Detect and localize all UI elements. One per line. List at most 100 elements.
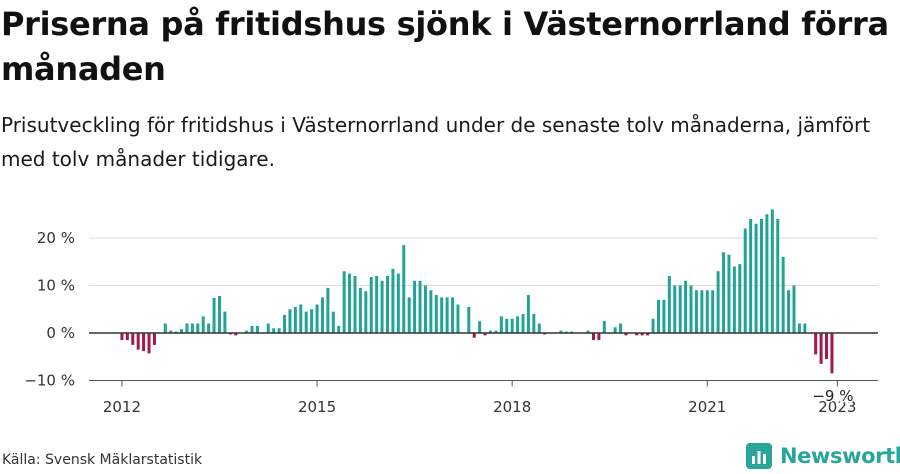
y-axis-labels: −10 % 0 % 10 % 20 % <box>24 229 75 390</box>
bar <box>369 276 373 333</box>
bar <box>722 252 726 333</box>
bar <box>684 280 688 333</box>
bar <box>131 333 135 345</box>
bar <box>342 271 346 333</box>
bar <box>738 264 742 333</box>
bar <box>451 297 455 333</box>
bar <box>396 273 400 333</box>
bar <box>180 329 184 333</box>
bar <box>136 333 140 350</box>
x-tick-label: 2015 <box>298 398 336 416</box>
bar <box>266 323 270 333</box>
bar <box>163 323 167 333</box>
bar <box>765 214 769 333</box>
bar <box>526 295 530 333</box>
bar <box>320 297 324 333</box>
bar <box>494 330 498 333</box>
bar <box>418 280 422 333</box>
x-tick-label: 2023 <box>818 398 856 416</box>
x-axis-labels: 2012 2015 2018 2021 2023 <box>103 380 856 416</box>
y-tick-label: 10 % <box>37 277 75 295</box>
bar <box>532 314 536 333</box>
bar <box>776 219 780 333</box>
bar <box>413 280 417 333</box>
bar <box>488 330 492 333</box>
bar <box>445 297 449 333</box>
bar <box>591 333 595 341</box>
bar <box>483 333 487 336</box>
gridlines <box>89 237 878 381</box>
bar <box>700 290 704 333</box>
bar <box>559 330 563 333</box>
y-tick-label: 0 % <box>46 324 75 342</box>
bar <box>472 333 476 338</box>
bar <box>662 299 666 333</box>
bar <box>727 254 731 333</box>
bar <box>797 323 801 333</box>
bar <box>830 333 834 374</box>
bar <box>125 333 129 341</box>
bar <box>250 325 254 333</box>
newsworthy-logo-icon <box>746 443 772 469</box>
bar <box>613 327 617 333</box>
brand-logo[interactable]: Newsworthy <box>746 440 900 472</box>
bar <box>803 323 807 333</box>
chart-subtitle: Prisutveckling för fritidshus i Västerno… <box>1 113 871 171</box>
bar <box>716 271 720 333</box>
bar <box>624 333 628 336</box>
bar <box>651 318 655 333</box>
bar <box>402 245 406 333</box>
bar <box>169 330 173 333</box>
y-tick-label: −10 % <box>24 372 75 390</box>
bar <box>201 316 205 333</box>
bar <box>499 316 503 333</box>
bar <box>142 333 146 352</box>
bar <box>293 306 297 333</box>
bar <box>434 295 438 333</box>
bar <box>147 333 151 354</box>
bar <box>510 318 514 333</box>
bar <box>781 257 785 333</box>
bar <box>429 290 433 333</box>
bar <box>288 309 292 333</box>
bars <box>120 209 834 374</box>
bar <box>825 333 829 360</box>
bar <box>694 290 698 333</box>
annotations: −9 % <box>811 386 855 407</box>
bar <box>217 295 221 333</box>
bar <box>440 297 444 333</box>
bar <box>364 291 368 333</box>
x-tick-label: 2018 <box>493 398 531 416</box>
bar <box>120 333 124 341</box>
bar <box>283 314 287 333</box>
y-tick-label: 20 % <box>37 229 75 247</box>
bar <box>602 321 606 333</box>
bar <box>299 304 303 333</box>
bar <box>749 219 753 333</box>
bar <box>353 276 357 333</box>
bar <box>456 304 460 333</box>
bar <box>689 285 693 333</box>
bar <box>516 316 520 333</box>
bar <box>190 323 194 333</box>
bar <box>743 228 747 333</box>
chart-title: Priserna på fritidshus sjönk i Västernor… <box>1 5 889 88</box>
bar <box>234 333 238 336</box>
bar <box>646 333 650 336</box>
bar <box>358 287 362 333</box>
bar <box>380 280 384 333</box>
bar <box>705 290 709 333</box>
bar <box>521 314 525 333</box>
bar <box>277 328 281 333</box>
bar <box>754 223 758 333</box>
bar <box>667 276 671 333</box>
bar <box>678 285 682 333</box>
bar <box>212 297 216 333</box>
bar <box>337 325 341 333</box>
axes <box>89 332 878 381</box>
bar <box>185 323 189 333</box>
bar <box>391 268 395 333</box>
brand-name: Newsworthy <box>780 444 900 468</box>
bar <box>304 311 308 333</box>
bar <box>819 333 823 364</box>
